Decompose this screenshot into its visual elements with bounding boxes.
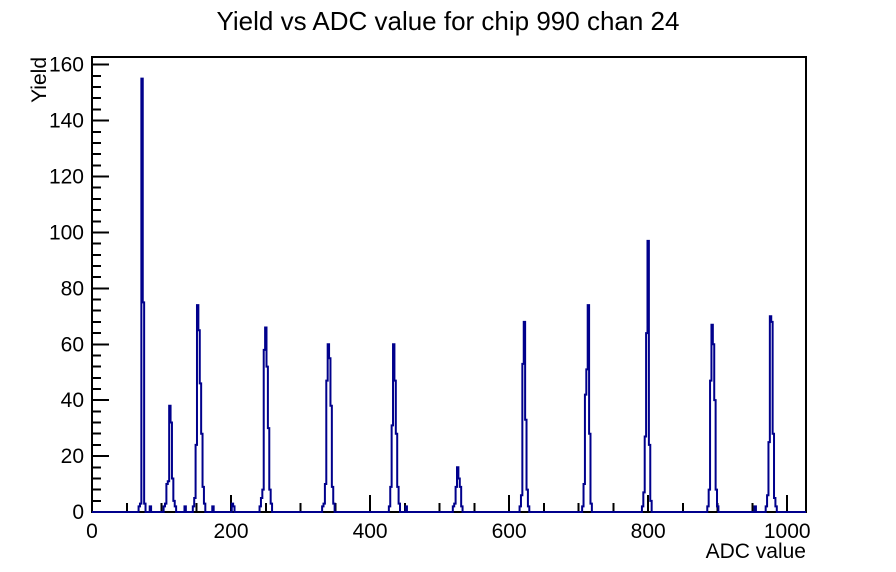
x-tick-label: 0 <box>86 520 98 543</box>
x-tick-label: 1000 <box>764 520 811 543</box>
x-tick-label: 600 <box>492 520 527 543</box>
y-tick-label: 80 <box>61 277 84 300</box>
x-tick-label: 800 <box>631 520 666 543</box>
y-tick-label: 0 <box>72 501 84 524</box>
y-tick-label: 60 <box>61 333 84 356</box>
y-tick-label: 100 <box>49 221 84 244</box>
histogram-line <box>92 77 806 513</box>
y-tick-label: 140 <box>49 110 84 133</box>
chart-title: Yield vs ADC value for chip 990 chan 24 <box>216 6 680 36</box>
y-tick-label: 40 <box>61 389 84 412</box>
y-tick-label: 160 <box>49 54 84 77</box>
x-tick-label: 200 <box>214 520 249 543</box>
y-tick-label: 20 <box>61 445 84 468</box>
y-tick-label: 120 <box>49 166 84 189</box>
x-axis-title: ADC value <box>705 540 806 563</box>
plot-frame <box>91 56 807 513</box>
x-tick-label: 400 <box>353 520 388 543</box>
